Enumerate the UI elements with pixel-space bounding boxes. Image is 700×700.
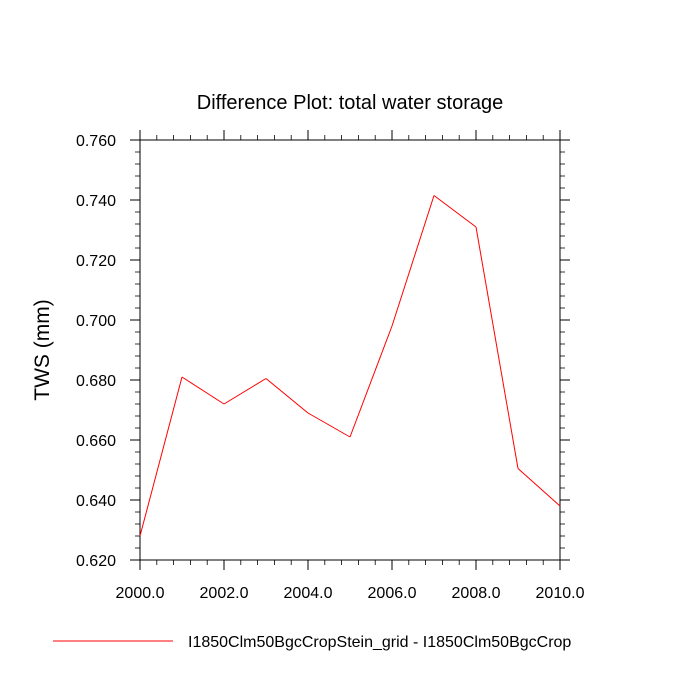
y-tick-label: 0.640 (76, 493, 116, 510)
y-tick-label: 0.720 (76, 253, 116, 270)
x-tick-label: 2004.0 (284, 585, 333, 602)
chart-title: Difference Plot: total water storage (197, 92, 503, 114)
series-segment (139, 376, 183, 537)
y-tick-label: 0.740 (76, 193, 116, 210)
y-tick-label: 0.680 (76, 373, 116, 390)
series-segment (391, 195, 435, 327)
series-segment (517, 468, 561, 507)
plot-area: 2000.0 2002.0 2004.0 2006.0 2008.0 2010.0 0.62… (76, 130, 585, 602)
y-tick-label: 0.620 (76, 553, 116, 570)
y-axis-label: TWS (mm) (31, 299, 54, 400)
y-tick-label: 0.760 (76, 133, 116, 150)
x-tick-label: 2000.0 (116, 585, 165, 602)
series-line-0 (139, 195, 561, 537)
series-segment (349, 325, 393, 438)
legend: I1850Clm50BgcCropStein_grid - I1850Clm50… (53, 634, 571, 651)
x-tick-label: 2006.0 (368, 585, 417, 602)
series-segment (433, 195, 477, 228)
series-segment (265, 378, 309, 414)
series-segment (307, 412, 351, 438)
y-tick-label: 0.700 (76, 313, 116, 330)
series-segment (181, 376, 225, 405)
series-segment (475, 226, 519, 469)
series-segment (223, 378, 267, 405)
x-tick-label: 2008.0 (452, 585, 501, 602)
x-tick-label: 2010.0 (536, 585, 585, 602)
x-tick-label: 2002.0 (200, 585, 249, 602)
y-tick-label: 0.660 (76, 433, 116, 450)
legend-label: I1850Clm50BgcCropStein_grid - I1850Clm50… (188, 634, 571, 651)
plot-frame (139, 139, 561, 561)
